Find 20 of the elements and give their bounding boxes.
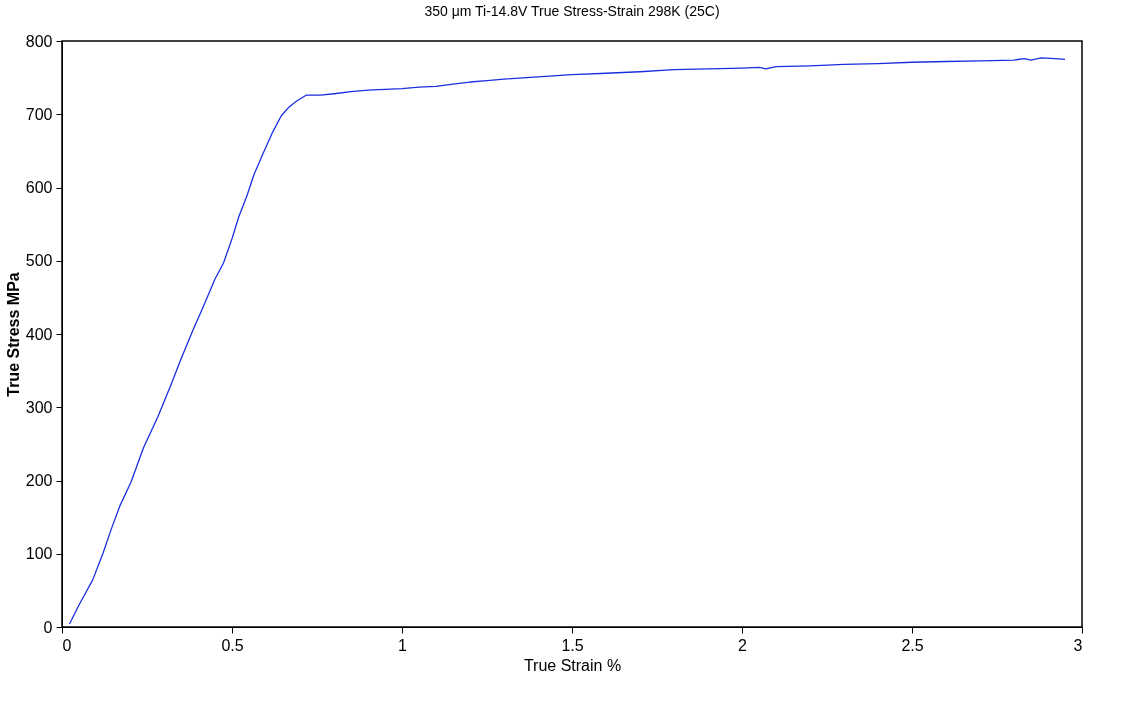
line-series	[68, 57, 1066, 625]
x-tick-label: 3	[1073, 636, 1083, 654]
y-tick-label: 700	[25, 105, 53, 123]
x-tick-label: 0.5	[221, 636, 244, 654]
x-tick-label: 2.5	[901, 636, 924, 654]
x-tick-label: 2	[738, 636, 748, 654]
y-tick-label: 100	[25, 545, 53, 563]
chart-title: 350 μm Ti-14.8V True Stress-Strain 298K (25C)	[424, 3, 720, 19]
y-tick-label: 300	[25, 398, 53, 416]
x-axis-title: True Strain %	[523, 656, 622, 674]
y-tick-label: 400	[25, 325, 53, 343]
y-tick-label: 800	[25, 32, 53, 50]
y-tick-label: 0	[43, 618, 53, 636]
y-tick-label: 600	[25, 179, 53, 196]
x-tick-label: 0	[62, 636, 72, 654]
y-axis-title: True Stress MPa	[4, 272, 22, 397]
x-tick-label: 1.5	[561, 636, 584, 654]
x-tick-label: 1	[398, 636, 408, 654]
y-tick-label: 200	[25, 472, 53, 489]
y-tick-label: 500	[25, 252, 53, 270]
